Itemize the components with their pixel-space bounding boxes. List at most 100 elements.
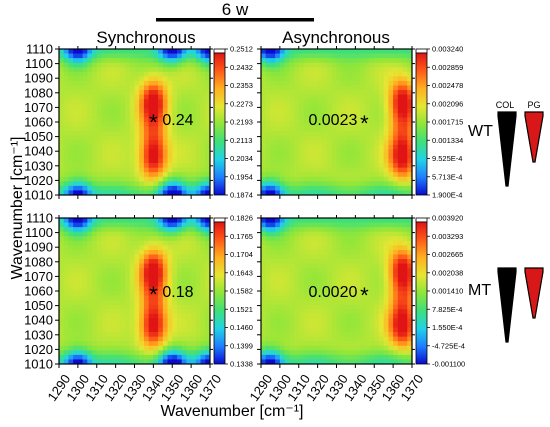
heatmap-cell	[200, 126, 206, 132]
heatmap-cell	[275, 140, 281, 146]
heatmap-cell	[63, 49, 69, 54]
heatmap-cell	[322, 345, 328, 351]
heatmap-cell	[393, 272, 399, 278]
heatmap-cell	[369, 245, 375, 251]
heatmap-cell	[181, 158, 187, 164]
heatmap-cell	[383, 94, 389, 100]
heatmap-cell	[312, 318, 319, 324]
heatmap-cell	[402, 131, 408, 137]
heatmap-cell	[322, 318, 328, 324]
heatmap-cell	[148, 53, 154, 59]
heatmap-cell	[275, 354, 281, 360]
heatmap-cell	[345, 300, 352, 306]
heatmap-cell	[279, 222, 285, 228]
heatmap-cell	[407, 313, 413, 319]
heatmap-cell	[341, 172, 347, 178]
heatmap-cell	[148, 140, 154, 146]
heatmap-cell	[383, 112, 389, 118]
heatmap-cell	[68, 122, 74, 127]
heatmap-cell	[341, 122, 347, 127]
heatmap-cell	[172, 341, 178, 347]
group-bar	[156, 18, 314, 22]
heatmap-cell	[143, 49, 150, 54]
heatmap-cell	[317, 163, 323, 169]
heatmap-cell	[82, 291, 88, 296]
heatmap-cell	[303, 99, 309, 105]
heatmap-cell	[284, 117, 290, 123]
heatmap-cell	[294, 318, 300, 324]
heatmap-cell	[402, 153, 408, 159]
heatmap-cell	[176, 190, 183, 196]
heatmap-cell	[77, 185, 83, 191]
heatmap-cell	[115, 304, 121, 310]
heatmap-cell	[106, 245, 112, 251]
heatmap-cell	[402, 259, 408, 265]
heatmap-cell	[73, 354, 79, 360]
heatmap-cell	[96, 332, 102, 338]
heatmap-cell	[308, 309, 314, 315]
heatmap-cell	[355, 163, 361, 169]
heatmap-cell	[195, 99, 201, 105]
heatmap-cell	[153, 350, 159, 356]
heatmap-cell	[134, 167, 140, 173]
heatmap-cell	[294, 117, 300, 123]
heatmap-cell	[261, 112, 267, 118]
heatmap-cell	[205, 108, 211, 114]
heatmap-cell	[167, 309, 173, 315]
heatmap-cell	[92, 153, 98, 159]
heatmap-cell	[402, 318, 408, 324]
heatmap-cell	[110, 295, 117, 301]
heatmap-cell	[172, 144, 178, 150]
heatmap-cell	[125, 153, 131, 159]
heatmap-cell	[303, 153, 309, 159]
heatmap-cell	[317, 359, 323, 365]
heatmap-cell	[374, 350, 380, 356]
heatmap-cell	[110, 268, 117, 274]
heatmap-cell	[279, 140, 285, 146]
heatmap-cell	[383, 163, 389, 169]
heatmap-cell	[200, 140, 206, 146]
heatmap-cell	[87, 309, 93, 315]
heatmap-cell	[148, 313, 154, 319]
heatmap-cell	[139, 185, 145, 191]
heatmap-cell	[298, 268, 304, 274]
heatmap-cell	[148, 144, 154, 150]
heatmap-cell	[162, 341, 168, 347]
heatmap-cell	[92, 49, 98, 54]
heatmap-cell	[364, 172, 370, 178]
heatmap-cell	[275, 222, 281, 228]
heatmap-cell	[341, 176, 347, 182]
heatmap-cell	[388, 227, 394, 233]
heatmap-cell	[303, 272, 309, 278]
heatmap-cell	[388, 144, 394, 150]
heatmap-cell	[153, 90, 159, 96]
heatmap-cell	[162, 58, 168, 64]
heatmap-cell	[331, 131, 337, 137]
heatmap-cell	[289, 58, 295, 64]
heatmap-cell	[158, 126, 164, 132]
heatmap-cell	[139, 277, 145, 283]
heatmap-cell	[73, 144, 79, 150]
heatmap-cell	[125, 71, 131, 77]
heatmap-cell	[345, 140, 352, 146]
heatmap-cell	[134, 58, 140, 64]
heatmap-cell	[96, 71, 102, 77]
heatmap-cell	[120, 167, 126, 173]
heatmap-cell	[63, 336, 69, 342]
heatmap-cell	[134, 190, 140, 196]
heatmap-cell	[106, 90, 112, 96]
heatmap-cell	[369, 172, 375, 178]
heatmap-cell	[294, 300, 300, 306]
heatmap-cell	[402, 181, 408, 187]
heatmap-cell	[129, 354, 135, 360]
heatmap-cells	[261, 49, 413, 196]
heatmap-cell	[120, 272, 126, 278]
heatmap-cell	[383, 281, 389, 287]
heatmap-cell	[96, 327, 102, 333]
heatmap-cell	[303, 332, 309, 338]
heatmap-cell	[261, 236, 267, 242]
heatmap-cell	[308, 131, 314, 137]
heatmap-cell	[383, 359, 389, 365]
heatmap-cell	[68, 76, 74, 82]
heatmap-cell	[125, 336, 131, 342]
